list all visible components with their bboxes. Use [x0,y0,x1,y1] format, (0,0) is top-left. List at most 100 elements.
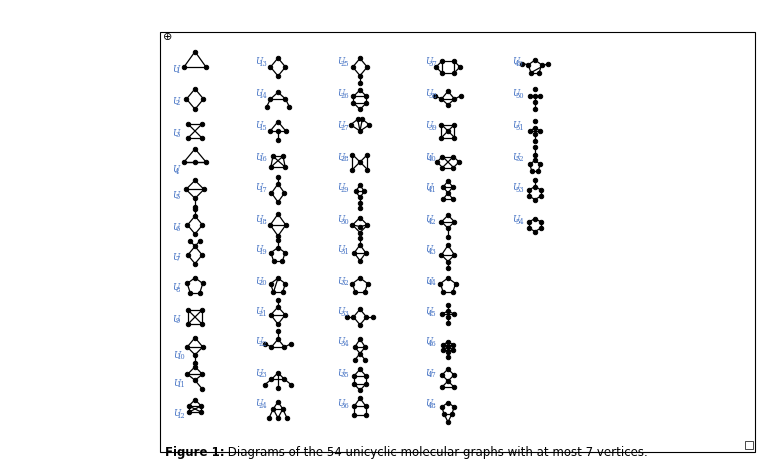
Text: U: U [425,90,432,99]
Text: 39: 39 [428,124,437,132]
Text: 44: 44 [428,279,437,287]
Text: 32: 32 [340,279,349,287]
Text: U: U [255,90,262,99]
Text: U: U [255,153,262,162]
Text: U: U [337,153,344,162]
Text: U: U [337,399,344,409]
Text: 29: 29 [340,186,349,194]
Text: U: U [337,184,344,192]
Text: U: U [425,121,432,130]
Text: 42: 42 [428,219,437,226]
Text: 6: 6 [175,226,180,234]
Text: U: U [255,215,262,225]
Text: 48: 48 [428,403,437,410]
Text: U: U [172,128,179,137]
Text: U: U [337,276,344,285]
Text: U: U [255,276,262,285]
Text: U: U [255,121,262,130]
Text: U: U [425,368,432,377]
Text: 12: 12 [176,412,185,420]
Text: U: U [512,153,519,162]
Text: 8: 8 [175,286,180,294]
Text: 3: 3 [175,131,180,139]
Bar [745,441,753,449]
Text: U: U [425,246,432,255]
Text: 34: 34 [340,340,349,348]
Text: U: U [255,57,262,66]
Text: 1: 1 [175,67,180,75]
Text: 20: 20 [259,279,267,287]
Text: U: U [425,399,432,409]
Text: U: U [172,64,179,73]
Text: 41: 41 [428,186,437,194]
Text: U: U [512,215,519,225]
Text: 53: 53 [515,186,524,194]
Text: U: U [172,283,179,292]
Text: 33: 33 [340,311,349,318]
Text: U: U [512,57,519,66]
Text: U: U [425,276,432,285]
Text: 40: 40 [428,156,437,163]
Text: 23: 23 [259,371,267,379]
Text: U: U [255,368,262,377]
Bar [160,32,755,452]
Text: U: U [172,314,179,324]
Text: U: U [255,184,262,192]
Text: U: U [425,338,432,347]
Text: U: U [512,90,519,99]
Text: U: U [255,338,262,347]
Text: U: U [172,191,179,199]
Text: 49: 49 [515,60,524,68]
Text: 7: 7 [175,255,180,263]
Text: Diagrams of the 54 unicyclic molecular graphs with at most 7 vertices.: Diagrams of the 54 unicyclic molecular g… [224,446,648,459]
Text: 51: 51 [515,124,524,132]
Text: U: U [425,153,432,162]
Text: 36: 36 [340,403,349,410]
Text: U: U [512,121,519,130]
Text: 15: 15 [259,124,267,132]
Text: U: U [173,410,181,418]
Text: U: U [337,57,344,66]
Text: U: U [425,215,432,225]
Text: U: U [337,121,344,130]
Text: ⊕: ⊕ [163,32,172,42]
Text: 11: 11 [176,382,185,389]
Text: 26: 26 [340,92,349,100]
Text: 50: 50 [515,92,524,100]
Text: 35: 35 [340,371,349,379]
Text: U: U [172,222,179,232]
Text: 30: 30 [340,219,349,226]
Text: 54: 54 [515,219,524,226]
Text: 25: 25 [340,60,349,68]
Text: U: U [337,246,344,255]
Text: 17: 17 [259,186,267,194]
Text: 22: 22 [259,340,267,348]
Text: 45: 45 [428,311,437,318]
Text: U: U [173,351,181,360]
Text: U: U [173,378,181,388]
Text: U: U [172,165,179,175]
Text: 24: 24 [259,403,267,410]
Text: U: U [255,307,262,317]
Text: 37: 37 [428,60,437,68]
Text: U: U [337,338,344,347]
Text: U: U [512,184,519,192]
Text: U: U [337,368,344,377]
Text: U: U [172,97,179,106]
Text: 4: 4 [175,169,180,177]
Text: 46: 46 [428,340,437,348]
Text: 31: 31 [340,248,349,256]
Text: Figure 1:: Figure 1: [165,446,225,459]
Text: 10: 10 [176,354,185,361]
Text: 21: 21 [259,311,267,318]
Text: U: U [337,90,344,99]
Text: 16: 16 [259,156,267,163]
Text: 5: 5 [175,193,180,201]
Text: 27: 27 [340,124,349,132]
Text: 13: 13 [259,60,267,68]
Text: 38: 38 [428,92,437,100]
Text: 47: 47 [428,371,437,379]
Text: U: U [337,215,344,225]
Text: 28: 28 [340,156,349,163]
Text: 52: 52 [515,156,524,163]
